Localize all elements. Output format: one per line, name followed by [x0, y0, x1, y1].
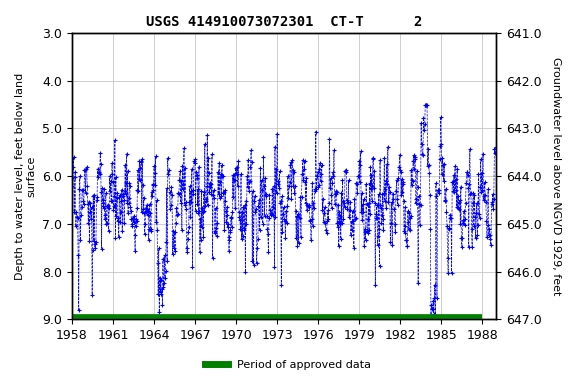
- Legend: Period of approved data: Period of approved data: [201, 356, 375, 375]
- Y-axis label: Depth to water level, feet below land
surface: Depth to water level, feet below land su…: [15, 73, 37, 280]
- Y-axis label: Groundwater level above NGVD 1929, feet: Groundwater level above NGVD 1929, feet: [551, 57, 561, 295]
- Title: USGS 414910073072301  CT-T      2: USGS 414910073072301 CT-T 2: [146, 15, 422, 29]
